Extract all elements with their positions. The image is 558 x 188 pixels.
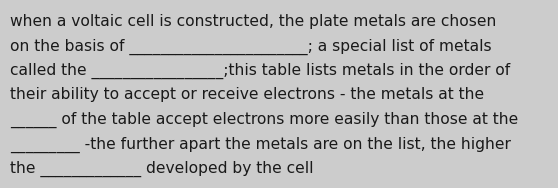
Text: the _____________ developed by the cell: the _____________ developed by the cell: [10, 161, 314, 177]
Text: _________ -the further apart the metals are on the list, the higher: _________ -the further apart the metals …: [10, 136, 511, 153]
Text: when a voltaic cell is constructed, the plate metals are chosen: when a voltaic cell is constructed, the …: [10, 14, 497, 29]
Text: on the basis of _______________________; a special list of metals: on the basis of _______________________;…: [10, 39, 492, 55]
Text: called the _________________;this table lists metals in the order of: called the _________________;this table …: [10, 63, 510, 79]
Text: their ability to accept or receive electrons - the metals at the: their ability to accept or receive elect…: [10, 87, 484, 102]
Text: ______ of the table accept electrons more easily than those at the: ______ of the table accept electrons mor…: [10, 112, 518, 128]
